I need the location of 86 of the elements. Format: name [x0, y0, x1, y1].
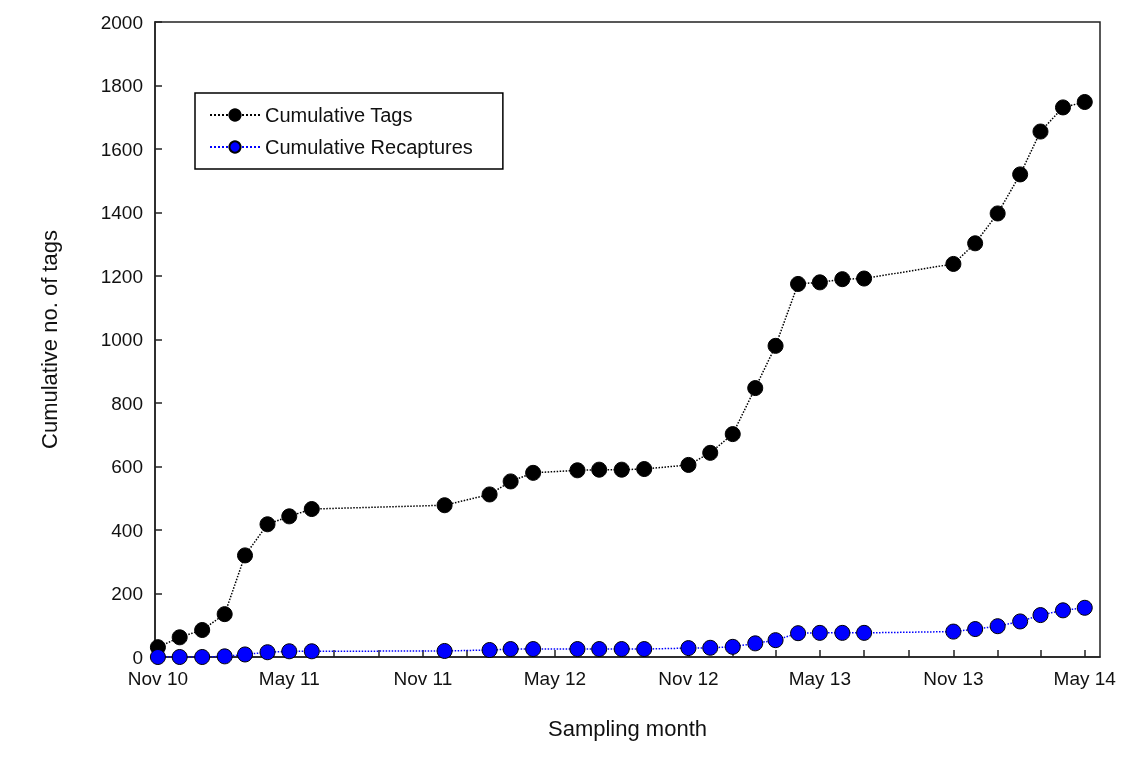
- point: [436, 642, 453, 659]
- y-tick-label: 800: [111, 392, 143, 414]
- point: [747, 635, 764, 652]
- point: [281, 643, 298, 660]
- point: [613, 461, 630, 478]
- x-tick-label: Nov 13: [923, 668, 984, 689]
- y-tick-label: 1400: [100, 202, 143, 223]
- point: [636, 641, 653, 658]
- point: [502, 641, 519, 658]
- point: [569, 641, 586, 658]
- point: [724, 426, 741, 443]
- legend-label: Cumulative Recaptures: [265, 136, 473, 158]
- point: [502, 473, 519, 490]
- point: [767, 632, 784, 649]
- point: [237, 646, 253, 663]
- point: [1055, 602, 1071, 619]
- point: [171, 649, 188, 665]
- point: [811, 274, 828, 291]
- y-tick-label: 1800: [100, 75, 143, 96]
- x-tick-label: Nov 12: [658, 668, 719, 689]
- x-tick-label: Nov 11: [393, 668, 453, 689]
- point: [680, 456, 697, 473]
- point: [569, 462, 586, 479]
- point: [1076, 94, 1093, 111]
- point: [171, 629, 188, 646]
- point: [636, 461, 653, 478]
- point: [436, 497, 453, 514]
- point: [747, 380, 764, 397]
- point: [303, 501, 320, 518]
- point: [702, 444, 719, 461]
- point: [591, 461, 608, 478]
- legend-label: Cumulative Tags: [265, 104, 413, 126]
- point: [1032, 607, 1049, 624]
- point: [767, 337, 784, 354]
- point: [237, 547, 253, 564]
- x-tick-label: May 13: [788, 668, 851, 689]
- point: [194, 649, 211, 665]
- point: [216, 648, 233, 665]
- y-axis-title: Cumulative no. of tags: [36, 230, 62, 449]
- x-tick-label: Nov 10: [127, 668, 188, 689]
- point: [1032, 123, 1049, 140]
- point: [856, 270, 873, 287]
- y-tick-label: 2000: [100, 11, 143, 33]
- point: [216, 606, 233, 623]
- point: [481, 486, 498, 503]
- point: [525, 464, 542, 481]
- point: [856, 624, 873, 641]
- x-tick-label: May 12: [523, 668, 587, 689]
- point: [303, 643, 320, 660]
- y-tick-label: 600: [111, 456, 143, 477]
- point: [989, 205, 1006, 222]
- y-tick-label: 1000: [100, 329, 143, 350]
- point: [967, 621, 984, 638]
- point: [945, 623, 962, 640]
- point: [613, 641, 630, 658]
- point: [834, 271, 851, 288]
- x-tick-label: May 14: [1053, 668, 1117, 689]
- y-tick-label: 1200: [100, 265, 143, 287]
- point: [702, 639, 719, 656]
- y-tick-label: 1600: [100, 138, 143, 160]
- point: [591, 641, 608, 658]
- point: [525, 641, 542, 658]
- point: [989, 618, 1006, 635]
- point: [724, 638, 741, 655]
- x-axis-title: Sampling month: [548, 715, 707, 741]
- y-tick-label: 200: [111, 583, 143, 604]
- point: [790, 625, 807, 642]
- point: [149, 649, 166, 665]
- point: [790, 275, 807, 292]
- point: [680, 640, 697, 657]
- point: [1055, 99, 1071, 116]
- y-tick-label: 0: [132, 646, 143, 668]
- point: [945, 255, 962, 272]
- point: [194, 622, 211, 639]
- point: [259, 644, 276, 661]
- point: [1012, 166, 1029, 183]
- point: [967, 235, 984, 252]
- point: [259, 516, 276, 533]
- point: [481, 642, 498, 659]
- point: [281, 508, 298, 525]
- point: [1012, 613, 1029, 630]
- x-tick-label: May 11: [258, 668, 320, 689]
- point: [811, 624, 828, 641]
- point: [1076, 599, 1093, 616]
- y-tick-label: 400: [111, 519, 143, 541]
- point: [834, 624, 851, 641]
